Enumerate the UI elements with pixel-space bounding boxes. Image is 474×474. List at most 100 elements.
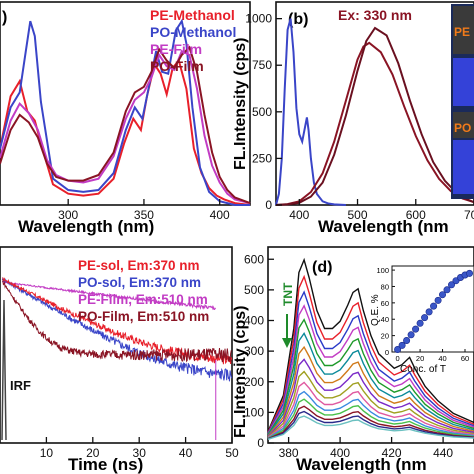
inset-data-point — [403, 336, 411, 344]
panel-d-xlabel: Wavelength (nm — [296, 455, 427, 474]
panel-c-legend: PE-sol, Em:370 nm PO-sol, Em:370 nm PE-Fil… — [78, 258, 209, 324]
inset-ytick-label: 100 — [376, 266, 389, 275]
panel-c: 10 20 30 40 50 IRF Time (ns) PE-sol, Em:370 … — [0, 246, 239, 474]
panel-b-series-2 — [275, 41, 474, 206]
inset-ytick-label: 40 — [381, 315, 389, 324]
panel-c-irf-curve — [1, 299, 7, 441]
inset-data-point — [443, 286, 451, 294]
panel-b-xtick-label: 700 — [464, 208, 474, 222]
inset-data-point — [447, 281, 455, 289]
vial-pe-top — [453, 6, 474, 54]
inset-xlabel: Conc. of T — [400, 364, 446, 375]
panel-a-xticks: 300 350 400 — [58, 199, 230, 222]
panel-a-curves — [0, 18, 251, 206]
tnt-arrow: TNT — [281, 282, 295, 348]
inset-xtick-label: 20 — [416, 354, 424, 363]
panel-b-ytick-label: 250 — [252, 151, 272, 165]
panel-d-xtick-label: 420 — [382, 446, 402, 460]
panel-a-series-4 — [0, 45, 251, 205]
panel-d-spectrum-14 — [267, 410, 474, 440]
panel-b-series-1 — [275, 18, 346, 206]
inset-data-point — [430, 302, 438, 310]
panel-d-xtick-label: 400 — [330, 446, 350, 460]
inset-ytick-label: 0 — [385, 348, 389, 357]
panel-c-xtick-label: 40 — [179, 446, 193, 460]
panel-b-yticks: 0 250 500 750 1000 — [245, 12, 282, 212]
panel-c-xticks: 10 20 30 40 50 — [40, 437, 239, 460]
panel-c-series-1 — [2, 277, 233, 365]
tnt-arrow-head — [282, 338, 292, 348]
vial-pe-label: PE — [454, 25, 470, 39]
panel-d-spectrum-1 — [267, 257, 474, 432]
inset-ytick-label: 60 — [381, 299, 389, 308]
inset-data-point — [394, 345, 402, 353]
panel-b-curves — [275, 18, 474, 206]
panel-d-yticks: 0 100 200 300 400 500 600 — [244, 252, 274, 450]
panel-b: (b) Ex: 330 nm 0 250 500 750 1000 400 500 600 7… — [232, 1, 474, 236]
vial-pe-glow — [453, 58, 474, 106]
inset-data-point — [407, 331, 415, 339]
inset-xtick-label: 0 — [396, 354, 400, 363]
panel-a-xtick-label: 400 — [210, 208, 230, 222]
panel-b-label: (b) — [288, 11, 308, 28]
inset-ytick-label: 80 — [381, 282, 389, 291]
panel-d-spectrum-4 — [267, 304, 474, 435]
panel-c-legend-item: PO-Film, Em:510 nm — [78, 309, 209, 324]
panel-d-label: (d) — [312, 259, 332, 276]
panel-d-ytick-label: 300 — [244, 344, 264, 358]
panel-c-series-3 — [2, 281, 217, 311]
panel-d-curves — [267, 257, 474, 440]
panel-d-spectrum-5 — [267, 318, 474, 435]
panel-a-series-3 — [0, 49, 251, 205]
inset-data-point — [412, 325, 420, 333]
panel-b-annotation: Ex: 330 nm — [338, 7, 412, 23]
panel-d-spectrum-10 — [267, 381, 474, 439]
panel-d-spectrum-13 — [267, 405, 474, 440]
vial-photo-inset: PE PO — [451, 4, 474, 199]
panel-d-ytick-label: 100 — [244, 405, 264, 419]
panel-c-legend-item: PE-Film, Em:510 nm — [78, 292, 208, 307]
panel-b-ytick-label: 0 — [265, 198, 272, 212]
panel-b-xlabel: Wavelength (nm — [318, 217, 449, 236]
panel-d-spectrum-6 — [267, 332, 474, 436]
panel-d-xticks: 380 400 420 440 — [279, 437, 453, 460]
inset-ytick-label: 20 — [381, 332, 389, 341]
panel-c-curves — [1, 277, 233, 441]
panel-c-legend-item: PE-sol, Em:370 nm — [78, 258, 200, 273]
panel-b-xtick-label: 500 — [348, 208, 368, 222]
inset-ylabel: Q.E. % — [370, 294, 381, 326]
inset-data-point — [434, 296, 442, 304]
panel-a-label: ) — [2, 9, 7, 26]
inset-data-point — [425, 308, 433, 316]
panel-d-frame — [267, 246, 474, 444]
panel-d-spectrum-15 — [267, 415, 474, 440]
panel-b-xtick-label: 600 — [406, 208, 426, 222]
panel-d-inset: 0 20 40 60 80 100 0 20 40 60 Q.E. % Conc. of T — [370, 265, 474, 375]
panel-c-frame — [0, 246, 233, 444]
panel-b-ytick-label: 500 — [252, 105, 272, 119]
panel-b-xticks: 400 500 600 700 — [289, 199, 474, 222]
panel-b-ytick-label: 1000 — [245, 12, 272, 26]
panel-c-series-4 — [1, 280, 232, 363]
panel-c-xlabel: Time (ns) — [68, 455, 143, 474]
panel-b-ytick-label: 750 — [252, 58, 272, 72]
vial-po-glow — [453, 140, 474, 194]
panel-d-spectrum-9 — [267, 370, 474, 438]
panel-d-spectrum-12 — [267, 398, 474, 440]
panel-d-ytick-label: 0 — [257, 436, 264, 450]
panel-a-frame — [0, 1, 251, 206]
panel-a-legend-item: PE-Film — [150, 41, 202, 57]
panel-d-spectrum-11 — [267, 390, 474, 439]
panel-a: ) 300 350 400 Wavelength (nm) PE-MethanolP… — [0, 1, 251, 236]
panel-c-xtick-label: 20 — [86, 446, 100, 460]
inset-plot: 0 20 40 60 80 100 0 20 40 60 — [376, 266, 473, 363]
inset-data-point — [465, 269, 473, 277]
vial-po-top — [453, 112, 474, 138]
inset-data-point — [398, 341, 406, 349]
panel-a-legend-item: PO-Methanol — [150, 24, 236, 40]
inset-xtick-label: 60 — [461, 354, 469, 363]
panel-c-xtick-label: 50 — [225, 446, 239, 460]
panel-a-series-2 — [0, 18, 250, 206]
